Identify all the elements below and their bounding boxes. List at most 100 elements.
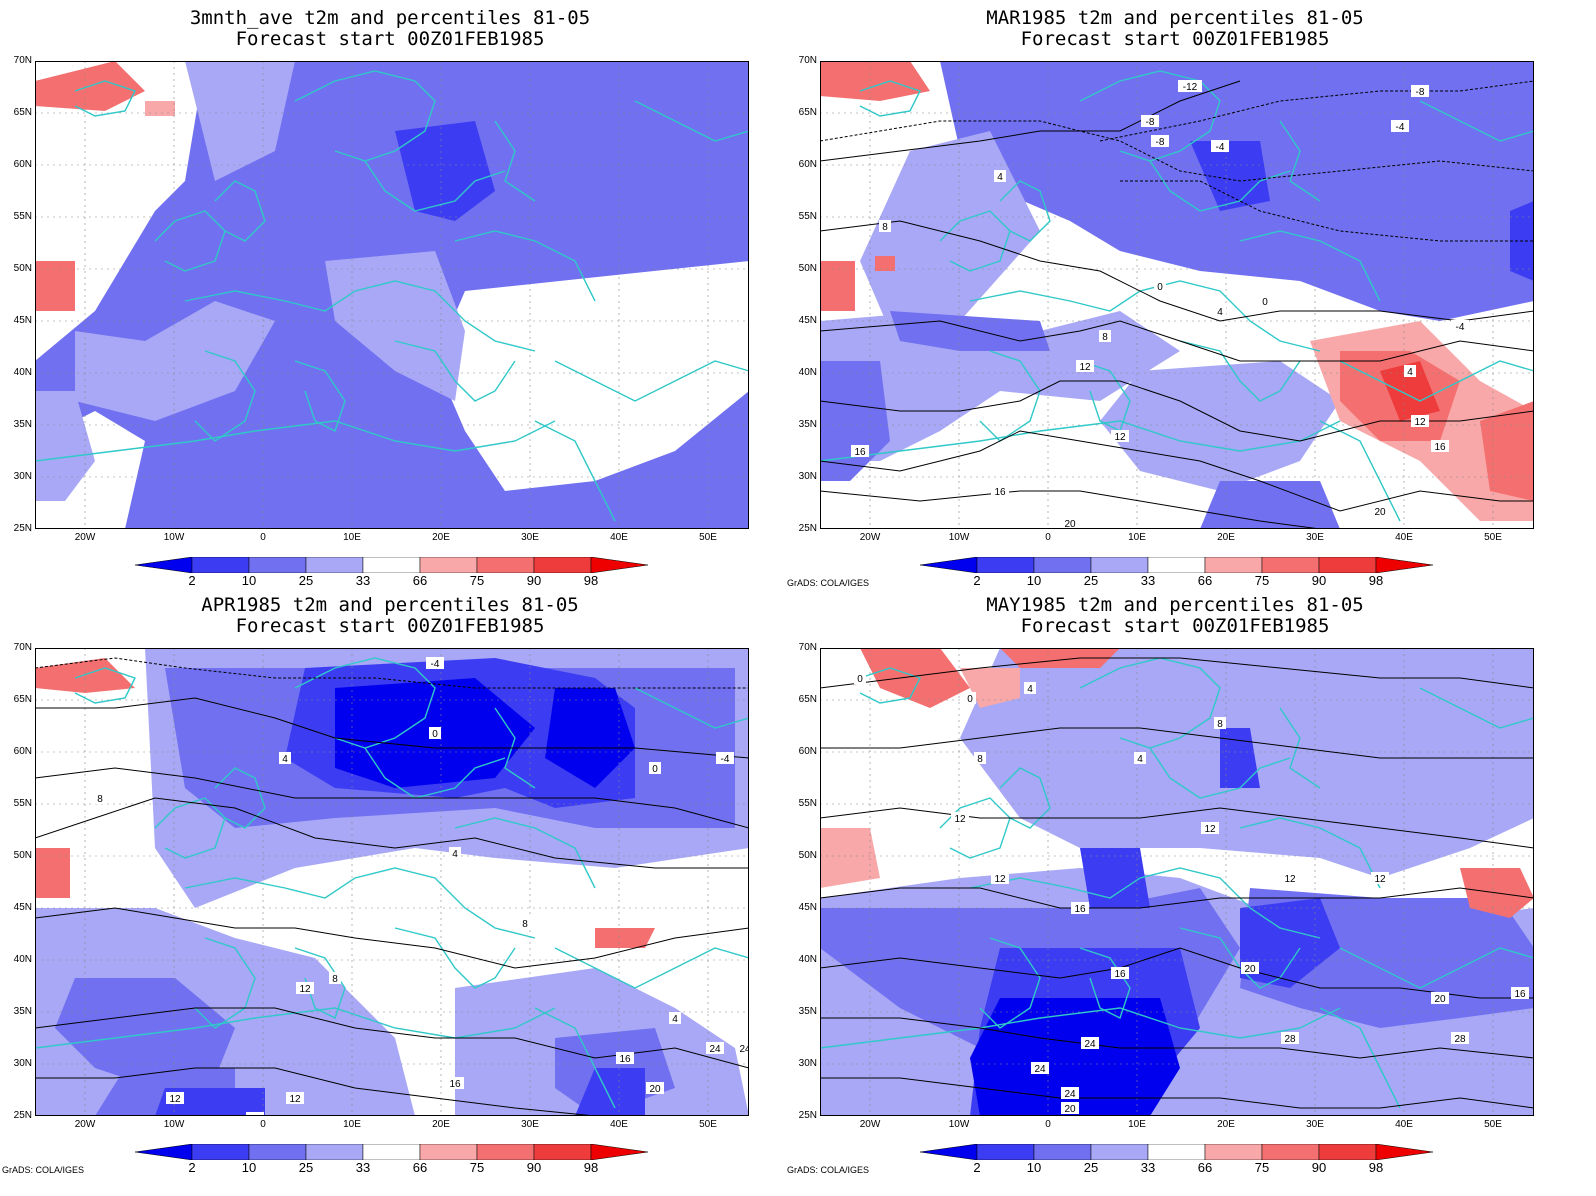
colorbar-segment <box>1033 1143 1092 1161</box>
contour-label: 8 <box>882 222 888 233</box>
colorbar-label: 90 <box>526 573 542 588</box>
lat-label: 40N <box>13 954 32 965</box>
percentile-shading <box>1380 361 1440 421</box>
contour-label: 12 <box>954 814 966 825</box>
coastline <box>214 180 266 242</box>
contour-label-bg <box>1511 987 1529 999</box>
percentile-shading <box>575 1068 645 1116</box>
contour-line <box>820 1077 1534 1109</box>
percentile-shading <box>325 251 465 401</box>
colorbar-segment <box>248 556 307 574</box>
colorbar-label: 66 <box>1197 1160 1213 1175</box>
lon-label: 20E <box>432 1119 450 1130</box>
coastline <box>494 120 536 202</box>
contour-label: -4 <box>1396 122 1405 133</box>
colorbar-segment <box>1033 556 1092 574</box>
coastline <box>1079 70 1221 162</box>
contour-label: 20 <box>1064 519 1076 529</box>
colorbar-segment <box>362 1143 421 1161</box>
colorbar-label: 90 <box>1311 1160 1327 1175</box>
contour-label-bg <box>994 170 1006 182</box>
map-panel-may: MAY1985 t2m and percentiles 81-05 Foreca… <box>785 587 1565 1177</box>
contour-label-bg <box>646 1082 664 1094</box>
contour-label-bg <box>1451 320 1469 332</box>
contour-label-bg <box>94 792 106 804</box>
contour-label: 24 <box>1064 1089 1076 1100</box>
contour-label: 12 <box>994 874 1006 885</box>
colorbar-label: 10 <box>1026 573 1042 588</box>
coastline <box>820 1007 1341 1049</box>
colorbar: 2 10 25 33 66 75 90 98 <box>134 1143 655 1175</box>
lon-label: 30E <box>521 532 539 543</box>
panel-title: MAR1985 t2m and percentiles 81-05 <box>986 7 1364 29</box>
lat-label: 70N <box>13 642 32 653</box>
lat-label: 40N <box>13 367 32 378</box>
contour-label-bg <box>974 752 986 764</box>
percentile-shading <box>1080 848 1150 908</box>
contour-label: 28 <box>1284 1034 1296 1045</box>
lat-label: 70N <box>798 642 817 653</box>
colorbar-segment <box>1318 1143 1377 1161</box>
panel-title: APR1985 t2m and percentiles 81-05 <box>201 594 579 616</box>
colorbar-segment <box>1147 556 1206 574</box>
contour-label: -4 <box>721 754 730 765</box>
contour-line <box>820 80 1241 162</box>
percentile-shading <box>595 928 655 948</box>
colorbar-label: 2 <box>973 1160 981 1175</box>
colorbar-label: 33 <box>1140 1160 1156 1175</box>
contour-label-bg <box>736 1042 749 1054</box>
contour-label-bg <box>706 1042 724 1054</box>
contour-label: 4 <box>282 754 288 765</box>
percentile-shading <box>35 391 95 501</box>
percentile-shading <box>1480 401 1534 501</box>
contour-label-bg <box>991 872 1009 884</box>
lon-label: 10E <box>1128 1119 1146 1130</box>
contour-line <box>820 320 1534 362</box>
contour-line <box>820 657 1534 689</box>
map-panel-mar: MAR1985 t2m and percentiles 81-05 Foreca… <box>785 0 1565 590</box>
contour-label-bg <box>446 1077 464 1089</box>
coastline <box>494 707 536 789</box>
coastline <box>294 70 436 162</box>
coastline <box>1179 927 1301 989</box>
coastline <box>1079 360 1131 432</box>
colorbar-segment <box>248 1143 307 1161</box>
colorbar-label: 33 <box>355 573 371 588</box>
percentile-shading <box>35 261 75 311</box>
colorbar-label: 98 <box>1368 573 1384 588</box>
map-plot <box>35 61 749 529</box>
lon-label: 40E <box>610 532 628 543</box>
percentile-shading <box>820 311 1180 461</box>
coastline <box>969 867 1321 939</box>
contour-line <box>35 657 749 689</box>
colorbar-label: 75 <box>469 1160 485 1175</box>
contour-label-bg <box>1071 902 1089 914</box>
contour-label: 24 <box>739 1044 749 1055</box>
coastline <box>364 747 506 799</box>
contour-label-bg <box>1281 872 1299 884</box>
lon-label: 20E <box>1217 1119 1235 1130</box>
lat-label: 35N <box>13 419 32 430</box>
contour-label: 16 <box>619 1054 631 1065</box>
percentile-shading <box>970 998 1180 1116</box>
lon-label: 0 <box>1045 532 1051 543</box>
percentile-shading <box>185 61 295 181</box>
contour-label-bg <box>1154 280 1166 292</box>
contour-label: 4 <box>1137 754 1143 765</box>
percentile-shading <box>820 61 930 101</box>
lat-label: 35N <box>13 1006 32 1017</box>
lat-label: 30N <box>13 471 32 482</box>
contour-line <box>820 490 1321 529</box>
contour-label-bg <box>1214 305 1226 317</box>
lon-label: 10W <box>163 532 185 543</box>
contour-label-bg <box>1451 1032 1469 1044</box>
lon-label: 20W <box>74 1119 96 1130</box>
colorbar-label: 25 <box>1083 1160 1099 1175</box>
coastline <box>394 340 516 402</box>
coastline <box>1319 1007 1401 1109</box>
lat-label: 45N <box>798 315 817 326</box>
colorbar-segment <box>134 556 193 574</box>
colorbar-segment <box>134 1143 193 1161</box>
contour-label-bg <box>426 657 444 669</box>
contour-label: 12 <box>1204 824 1216 835</box>
